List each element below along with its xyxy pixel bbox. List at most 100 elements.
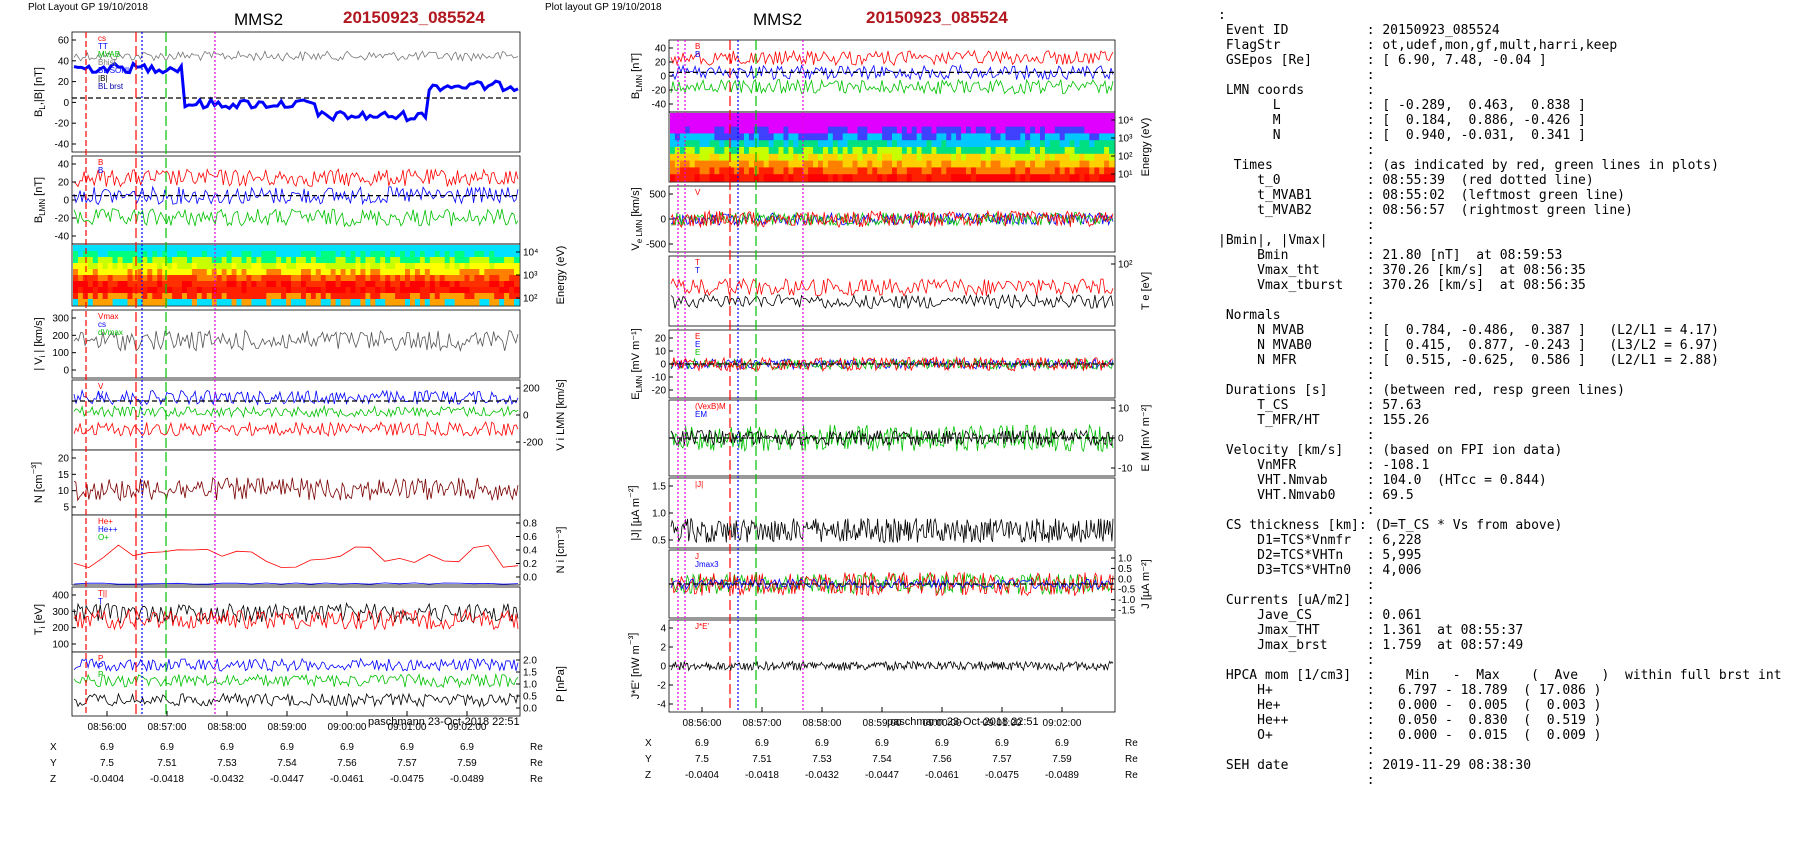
- spectrogram-cell: [310, 245, 317, 252]
- spectrogram-cell: [419, 257, 426, 264]
- spectrogram-cell: [1010, 153, 1016, 162]
- spectrogram-cell: [1079, 160, 1085, 168]
- spectrogram-cell: [177, 275, 183, 282]
- summary-line: t_MVAB2 : 08:56:57 (rightmost green line…: [1218, 203, 1633, 218]
- spectrogram-cell: [241, 245, 248, 252]
- spectrogram-cell: [1109, 119, 1115, 128]
- summary-line: t_MVAB1 : 08:55:02 (leftmost green line): [1218, 188, 1625, 203]
- spectrogram-cell: [906, 174, 913, 182]
- spectrogram-cell: [167, 275, 173, 282]
- spectrogram-cell: [1054, 133, 1061, 141]
- x-tick-label: 08:56:00: [88, 722, 127, 733]
- spectrogram-cell: [281, 287, 287, 294]
- summary-line: :: [1218, 653, 1375, 668]
- spectrogram-cell: [320, 299, 327, 306]
- spectrogram-cell: [271, 281, 277, 288]
- spectrogram-cell: [360, 287, 366, 294]
- spectrogram-cell: [132, 281, 139, 288]
- spectrogram-cell: [882, 133, 888, 141]
- summary-line: VHT.Nmvab : 104.0 (HTcc = 0.844): [1218, 473, 1547, 488]
- spectrogram-cell: [753, 153, 760, 162]
- spectrogram-cell: [499, 245, 505, 252]
- legend-label: B: [98, 158, 103, 167]
- spectrogram-cell: [429, 257, 436, 264]
- spectrogram-cell: [1079, 147, 1085, 155]
- spectrogram-cell: [832, 153, 839, 162]
- spectrogram-cell: [157, 275, 163, 282]
- spectrogram-cell: [102, 245, 109, 252]
- spectrogram-cell: [822, 126, 829, 134]
- spectrogram-cell: [370, 263, 376, 270]
- spectrogram-cell: [995, 174, 1002, 182]
- spectrogram-cell: [985, 174, 992, 182]
- spectrogram-cell: [788, 113, 794, 121]
- spectrogram-cell: [479, 263, 485, 270]
- spectrogram-cell: [78, 269, 84, 276]
- spectrogram-cell: [360, 251, 366, 258]
- spectrogram-cell: [226, 269, 233, 276]
- spectrogram-cell: [966, 140, 972, 148]
- spectrogram-cell: [1044, 119, 1051, 128]
- spectrogram-cell: [182, 263, 188, 270]
- spectrogram-cell: [966, 113, 972, 121]
- spectrogram-cell: [768, 153, 775, 162]
- spectrogram-cell: [340, 251, 347, 258]
- spectrogram-cell: [92, 293, 99, 300]
- spectrogram-cell: [1044, 147, 1051, 155]
- spectrogram-cell: [970, 174, 977, 182]
- spectrogram-cell: [956, 153, 962, 162]
- panel-frame: [71, 155, 521, 245]
- spectrogram-cell: [489, 251, 495, 258]
- spectrogram-cell: [167, 299, 173, 306]
- summary-line: Velocity [km/s] : (based on FPI ion data…: [1218, 443, 1563, 458]
- spectrogram-cell: [674, 147, 681, 155]
- spectrogram-cell: [414, 293, 421, 300]
- spectrogram-cell: [798, 174, 804, 182]
- legend-label: T: [695, 258, 700, 267]
- orbit-value: 6.9: [995, 738, 1009, 749]
- spectrogram-cell: [147, 245, 153, 252]
- legend-label: Jmax3: [695, 560, 719, 569]
- spectrogram-cell: [887, 160, 893, 168]
- spectrogram-cell: [970, 113, 977, 121]
- spectrogram-cell: [921, 153, 928, 162]
- spectrogram-cell: [847, 126, 854, 134]
- spectrogram-cell: [162, 251, 168, 258]
- spectrogram-cell: [504, 299, 510, 306]
- spectrogram-cell: [305, 245, 312, 252]
- spectrogram-cell: [405, 245, 411, 252]
- spectrogram-cell: [514, 275, 520, 282]
- spectrogram-cell: [231, 293, 238, 300]
- spectrogram-cell: [872, 140, 878, 148]
- spectrogram-cell: [990, 174, 997, 182]
- spectrogram-cell: [896, 119, 903, 128]
- spectrogram-cell: [286, 275, 292, 282]
- spectrogram-cell: [852, 147, 858, 155]
- spectrogram-cell: [152, 251, 158, 258]
- spectrogram-cell: [112, 269, 119, 276]
- spectrogram-cell: [182, 299, 188, 306]
- y-tick-label: 40: [58, 160, 70, 171]
- panel-frame: [71, 449, 521, 516]
- spectrogram-cell: [1000, 174, 1006, 182]
- spectrogram-cell: [310, 281, 317, 288]
- spectrogram-cell: [514, 281, 520, 288]
- spectrogram-cell: [320, 293, 327, 300]
- spectrogram-cell: [127, 293, 134, 300]
- legend-label: B: [98, 166, 103, 175]
- spectrogram-cell: [1030, 174, 1036, 182]
- spectrogram-cell: [704, 174, 710, 182]
- spectrogram-cell: [291, 257, 297, 264]
- spectrogram-cell: [1005, 160, 1011, 168]
- spectrogram-cell: [459, 257, 466, 264]
- spectrogram-cell: [921, 126, 928, 134]
- legend-label: T||: [98, 589, 107, 598]
- spectrogram-cell: [1049, 140, 1056, 148]
- spectrogram-cell: [778, 174, 784, 182]
- spectrogram-cell: [187, 293, 193, 300]
- spectrogram-cell: [857, 113, 863, 121]
- spectrogram-cell: [360, 269, 366, 276]
- y-axis-label-main: T: [33, 628, 45, 635]
- spectrogram-cell: [808, 126, 814, 134]
- orbit-value: 6.9: [460, 742, 474, 753]
